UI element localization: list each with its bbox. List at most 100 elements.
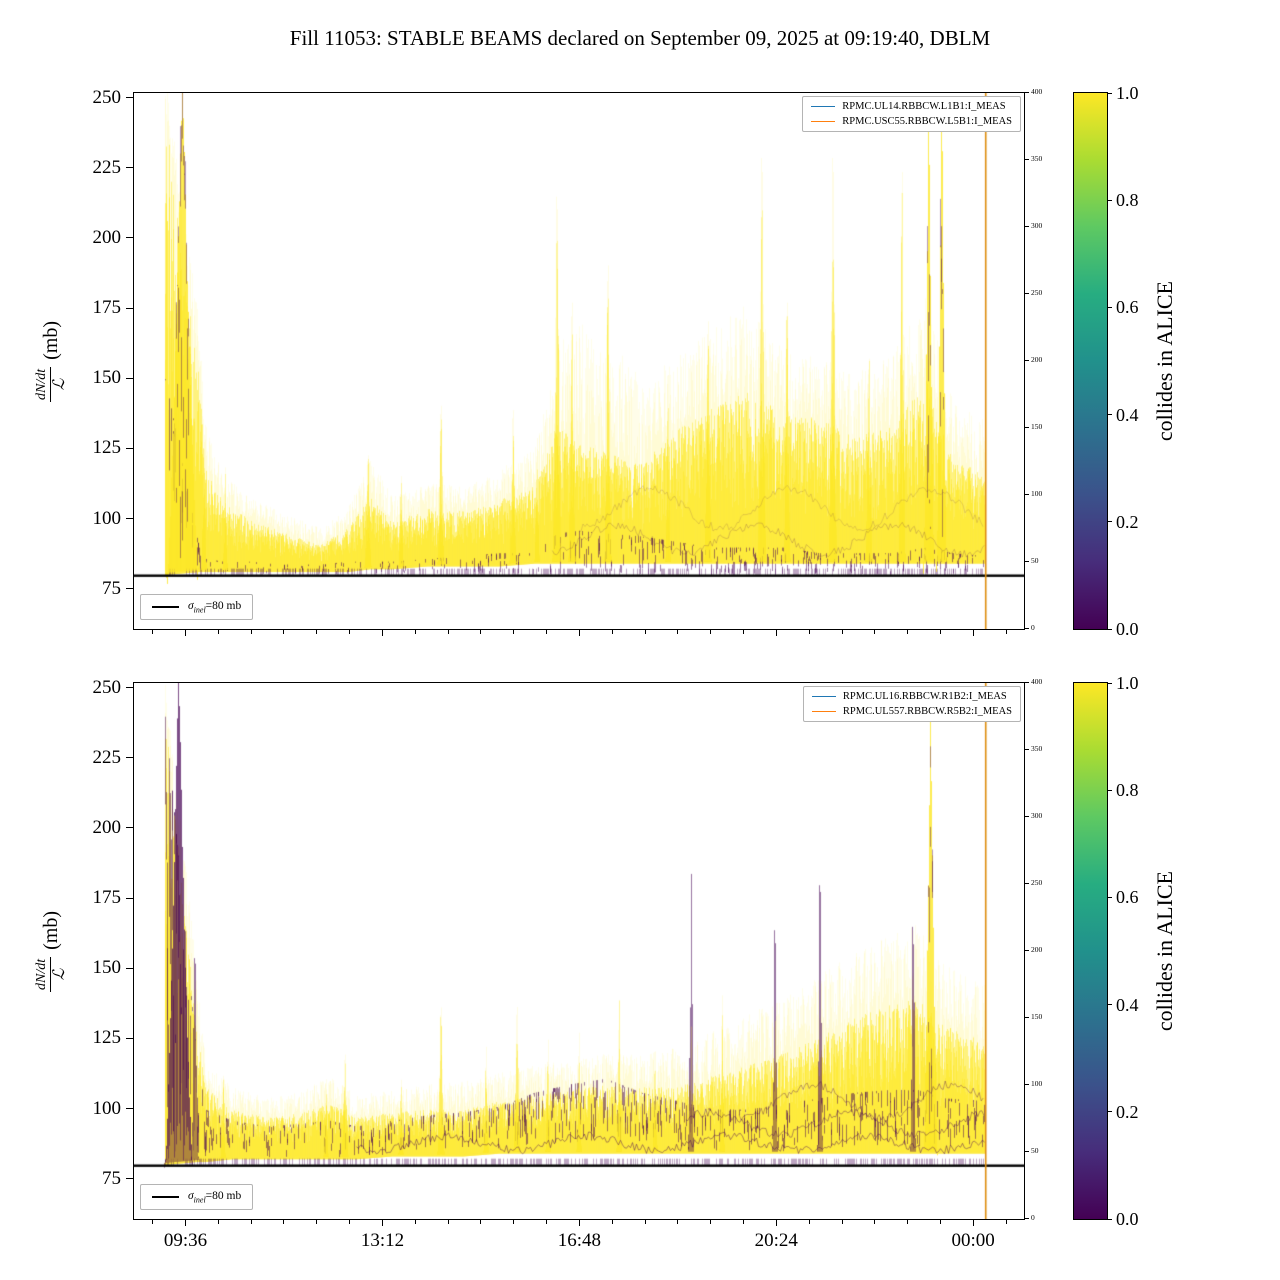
sigma-line-sample <box>152 1195 179 1199</box>
x-minor-tick-mark <box>316 1220 318 1224</box>
y-tick-mark <box>126 687 133 689</box>
x-minor-tick-mark <box>447 1220 449 1224</box>
colorbar-tick-mark <box>1108 92 1112 94</box>
x-tick-mark <box>381 630 383 636</box>
right-tick-mark <box>1025 748 1029 750</box>
legend-entry: RPMC.UL16.RBBCW.R1B2:I_MEAS <box>811 691 1012 702</box>
x-minor-tick-mark <box>447 630 449 634</box>
colorbar-tick-label: 1.0 <box>1116 83 1139 103</box>
right-tick-label: 300 <box>1031 221 1043 230</box>
x-minor-tick-mark <box>677 630 679 634</box>
x-tick-mark <box>185 1220 186 1226</box>
y-tick-label: 75 <box>102 1167 121 1189</box>
colorbar-tick-mark <box>1108 789 1112 791</box>
x-minor-tick-mark <box>907 1220 909 1224</box>
x-minor-tick-mark <box>152 630 154 634</box>
y-tick-mark <box>126 1037 133 1039</box>
x-minor-tick-mark <box>283 1220 285 1224</box>
right-tick-mark <box>1025 882 1029 884</box>
legend-line-sample <box>811 106 836 107</box>
y-axis-unit: (mb) <box>39 320 62 360</box>
y-tick-label: 200 <box>92 816 122 838</box>
colorbar-tick-label: 0.0 <box>1116 1209 1139 1229</box>
right-tick-label: 300 <box>1031 811 1043 820</box>
y-tick-label: 125 <box>92 1027 122 1049</box>
x-minor-tick-mark <box>316 630 318 634</box>
right-tick-mark <box>1025 949 1029 951</box>
y-tick-label: 150 <box>92 957 122 979</box>
colorbar-label-top: collides in ALICE <box>1146 92 1184 630</box>
x-minor-tick-mark <box>743 1220 745 1224</box>
right-tick-label: 250 <box>1031 878 1043 887</box>
y-tick-mark <box>126 588 133 590</box>
x-minor-tick-mark <box>480 630 482 634</box>
colorbar-tick-mark <box>1108 414 1112 416</box>
right-tick-label: 350 <box>1031 154 1043 163</box>
x-minor-tick-mark <box>644 630 646 634</box>
right-tick-label: 100 <box>1031 489 1043 498</box>
right-tick-mark <box>1025 292 1029 294</box>
y-tick-mark <box>126 237 133 239</box>
right-tick-mark <box>1025 1083 1029 1085</box>
x-minor-tick-mark <box>841 1220 843 1224</box>
colorbar-tick-mark <box>1108 306 1112 308</box>
x-minor-tick-mark <box>250 1220 252 1224</box>
x-minor-tick-mark <box>874 1220 876 1224</box>
x-minor-tick-mark <box>414 630 416 634</box>
sigma-symbol: σ <box>188 1189 194 1202</box>
right-tick-label: 350 <box>1031 744 1043 753</box>
right-tick-mark <box>1025 225 1029 227</box>
x-minor-tick-mark <box>349 1220 351 1224</box>
right-tick-label: 50 <box>1031 1146 1039 1155</box>
legend-entry-label: RPMC.USC55.RBBCW.L5B1:I_MEAS <box>842 116 1012 127</box>
y-tick-mark <box>126 1178 133 1180</box>
x-minor-tick-mark <box>546 1220 548 1224</box>
right-tick-mark <box>1025 1016 1029 1018</box>
legend-entry-label: RPMC.UL557.RBBCW.R5B2:I_MEAS <box>842 706 1012 717</box>
y-tick-label: 225 <box>92 156 122 178</box>
sigma-legend-top: σinel=80 mb <box>140 593 254 620</box>
x-minor-tick-mark <box>250 630 252 634</box>
x-minor-tick-mark <box>611 630 613 634</box>
y-tick-label: 150 <box>92 367 122 389</box>
legend-box-bottom: RPMC.UL16.RBBCW.R1B2:I_MEAS RPMC.UL557.RB… <box>802 686 1021 722</box>
right-tick-label: 400 <box>1031 677 1043 686</box>
x-tick-label: 13:12 <box>360 1230 405 1251</box>
x-minor-tick-mark <box>513 630 515 634</box>
y-tick-mark <box>126 97 133 99</box>
colorbar-tick-mark <box>1108 682 1112 684</box>
colorbar-tick-mark <box>1108 628 1112 630</box>
y-tick-mark <box>126 757 133 759</box>
x-minor-tick-mark <box>644 1220 646 1224</box>
right-tick-label: 0 <box>1031 623 1035 632</box>
x-minor-tick-mark <box>874 630 876 634</box>
right-tick-mark <box>1025 560 1029 562</box>
fraction-numerator: dN/dt <box>33 366 51 402</box>
colorbar-tick-mark <box>1108 521 1112 523</box>
right-tick-mark <box>1025 91 1029 93</box>
colorbar-tick-label: 0.2 <box>1116 1101 1139 1122</box>
x-tick-label: 16:48 <box>557 1230 601 1251</box>
colorbar-tick-label: 0.0 <box>1116 619 1139 639</box>
x-minor-tick-mark <box>283 630 285 634</box>
sigma-label: σinel=80 mb <box>188 1190 241 1204</box>
plot-area-bottom: RPMC.UL16.RBBCW.R1B2:I_MEAS RPMC.UL557.RB… <box>133 682 1025 1220</box>
x-minor-tick-mark <box>1005 630 1007 634</box>
x-minor-tick-mark <box>710 1220 712 1224</box>
y-tick-mark <box>126 167 133 169</box>
legend-entry: RPMC.USC55.RBBCW.L5B1:I_MEAS <box>811 116 1012 127</box>
sigma-line-sample <box>152 605 179 609</box>
sigma-value: =80 mb <box>205 1189 242 1202</box>
x-minor-tick-mark <box>217 1220 219 1224</box>
right-tick-mark <box>1025 627 1029 629</box>
colorbar-tick-mark <box>1108 199 1112 201</box>
sigma-label: σinel=80 mb <box>188 600 241 614</box>
fraction-numerator: dN/dt <box>33 956 51 992</box>
x-tick-label: 00:00 <box>951 1230 995 1251</box>
right-tick-label: 400 <box>1031 87 1043 96</box>
right-tick-label: 200 <box>1031 945 1043 954</box>
colorbar-tick-mark <box>1108 1218 1112 1220</box>
plot-canvas-top <box>134 93 1024 629</box>
y-tick-mark <box>126 377 133 379</box>
sigma-subscript: inel <box>193 605 206 614</box>
